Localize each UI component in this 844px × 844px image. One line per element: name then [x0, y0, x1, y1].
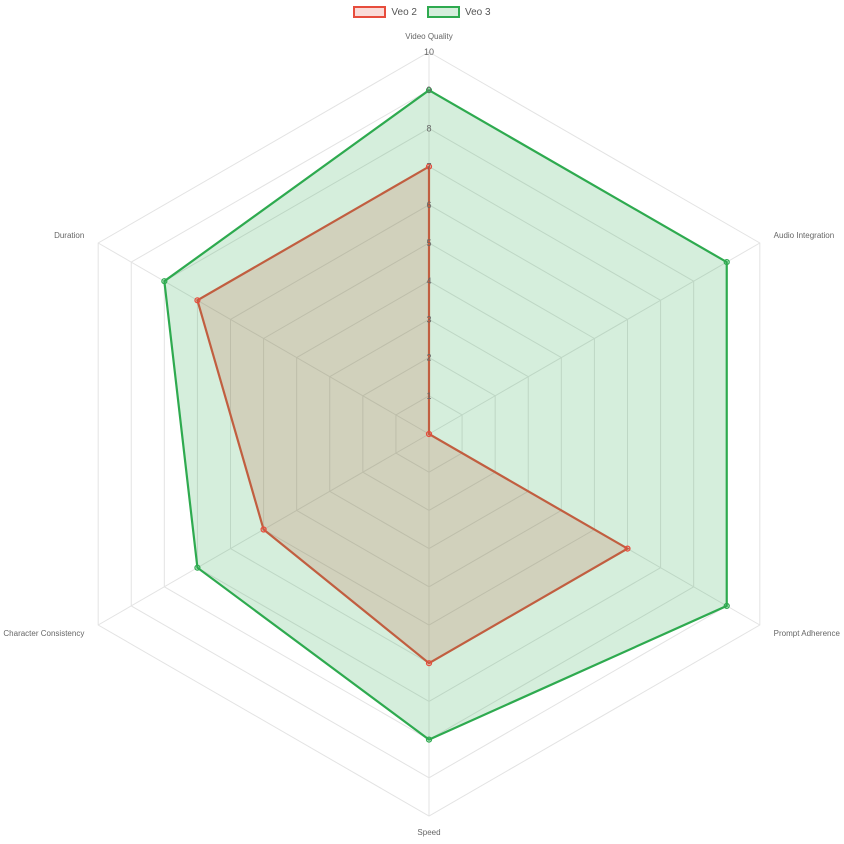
tick-label: 5 [426, 238, 431, 248]
data-point [723, 602, 730, 610]
legend-item-veo-2[interactable]: Veo 2 [353, 6, 417, 18]
tick-label: 4 [426, 276, 431, 286]
axis-spoke [428, 242, 761, 435]
tick-label: 3 [426, 314, 431, 324]
data-point [194, 564, 201, 571]
tick-label: 7 [426, 162, 431, 172]
data-point [425, 660, 433, 667]
series-area-0 [196, 164, 630, 665]
chart-legend: Veo 2 Veo 3 [0, 6, 844, 18]
data-point [425, 430, 433, 438]
tick-label: 9 [426, 85, 431, 95]
tick-label: 1 [426, 391, 431, 401]
axis-label: Duration [54, 231, 84, 240]
data-point [161, 278, 168, 285]
data-point [425, 163, 433, 170]
legend-swatch-veo-3 [427, 6, 460, 18]
legend-swatch-veo-2 [353, 6, 387, 18]
data-point [723, 259, 730, 266]
tick-label: 2 [426, 353, 431, 363]
legend-label-veo-2: Veo 2 [391, 6, 417, 18]
axis-label: Character Consistency [3, 629, 84, 638]
data-point [260, 526, 267, 533]
data-point [194, 297, 201, 304]
tick-label: 10 [424, 47, 434, 57]
tick-label: 8 [426, 123, 431, 133]
data-point [624, 545, 631, 552]
axis-label: Video Quality [405, 32, 452, 41]
data-point [425, 87, 433, 94]
legend-item-veo-3[interactable]: Veo 3 [427, 6, 491, 18]
axis-label: Prompt Adherence [774, 629, 841, 638]
legend-label-veo-3: Veo 3 [465, 6, 491, 18]
axis-spoke [97, 242, 430, 435]
tick-label: 6 [426, 200, 431, 210]
axis-label: Speed [417, 828, 440, 837]
data-point [425, 736, 433, 743]
series-area-1 [163, 88, 728, 741]
axis-label: Audio Integration [774, 231, 835, 240]
